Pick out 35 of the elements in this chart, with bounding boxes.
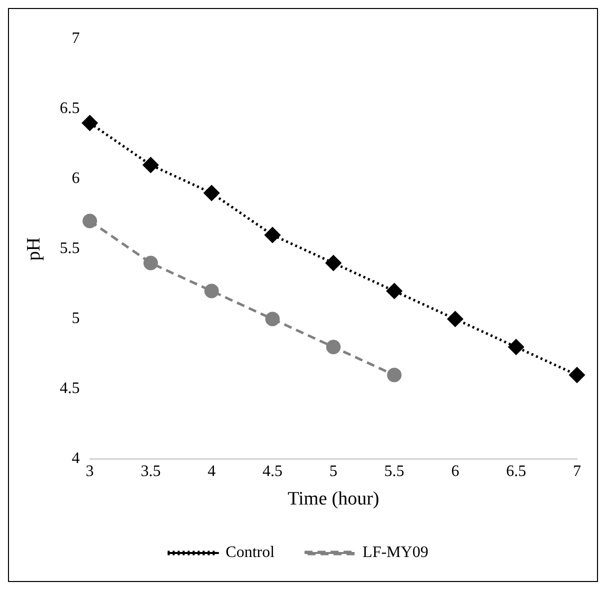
x-tick-label: 6 xyxy=(451,462,460,480)
y-tick-label: 4.5 xyxy=(60,380,80,398)
x-tick-label: 4.5 xyxy=(262,462,282,480)
point xyxy=(326,340,341,354)
y-tick-label: 5.5 xyxy=(60,240,80,258)
x-tick-label: 3.5 xyxy=(140,462,161,480)
x-tick-label: 5 xyxy=(329,462,338,480)
y-tick-label: 5 xyxy=(72,310,80,328)
point xyxy=(569,367,585,383)
point xyxy=(264,227,280,243)
x-tick-label: 7 xyxy=(573,462,581,480)
y-tick-label: 4 xyxy=(72,450,80,468)
point xyxy=(204,284,219,298)
point xyxy=(82,214,98,228)
y-tick-label: 6 xyxy=(72,170,80,188)
point xyxy=(143,256,158,270)
point xyxy=(82,115,98,131)
y-tick-label: 7 xyxy=(72,30,80,48)
point xyxy=(142,157,158,173)
x-tick-label: 5.5 xyxy=(384,462,404,480)
point xyxy=(326,255,342,271)
x-tick-label: 4 xyxy=(208,462,216,480)
x-axis-title: Time (hour) xyxy=(288,488,380,510)
legend-label: LF-MY09 xyxy=(362,544,428,562)
y-tick-label: 6.5 xyxy=(60,100,80,118)
point xyxy=(386,283,402,299)
point xyxy=(447,311,463,327)
x-tick-label: 6.5 xyxy=(506,462,526,480)
y-axis-title: pH xyxy=(23,237,44,261)
point xyxy=(204,185,220,201)
x-tick-label: 3 xyxy=(86,462,94,480)
point xyxy=(387,368,402,382)
legend-label: Control xyxy=(226,544,276,562)
point xyxy=(508,339,524,355)
point xyxy=(265,312,280,326)
